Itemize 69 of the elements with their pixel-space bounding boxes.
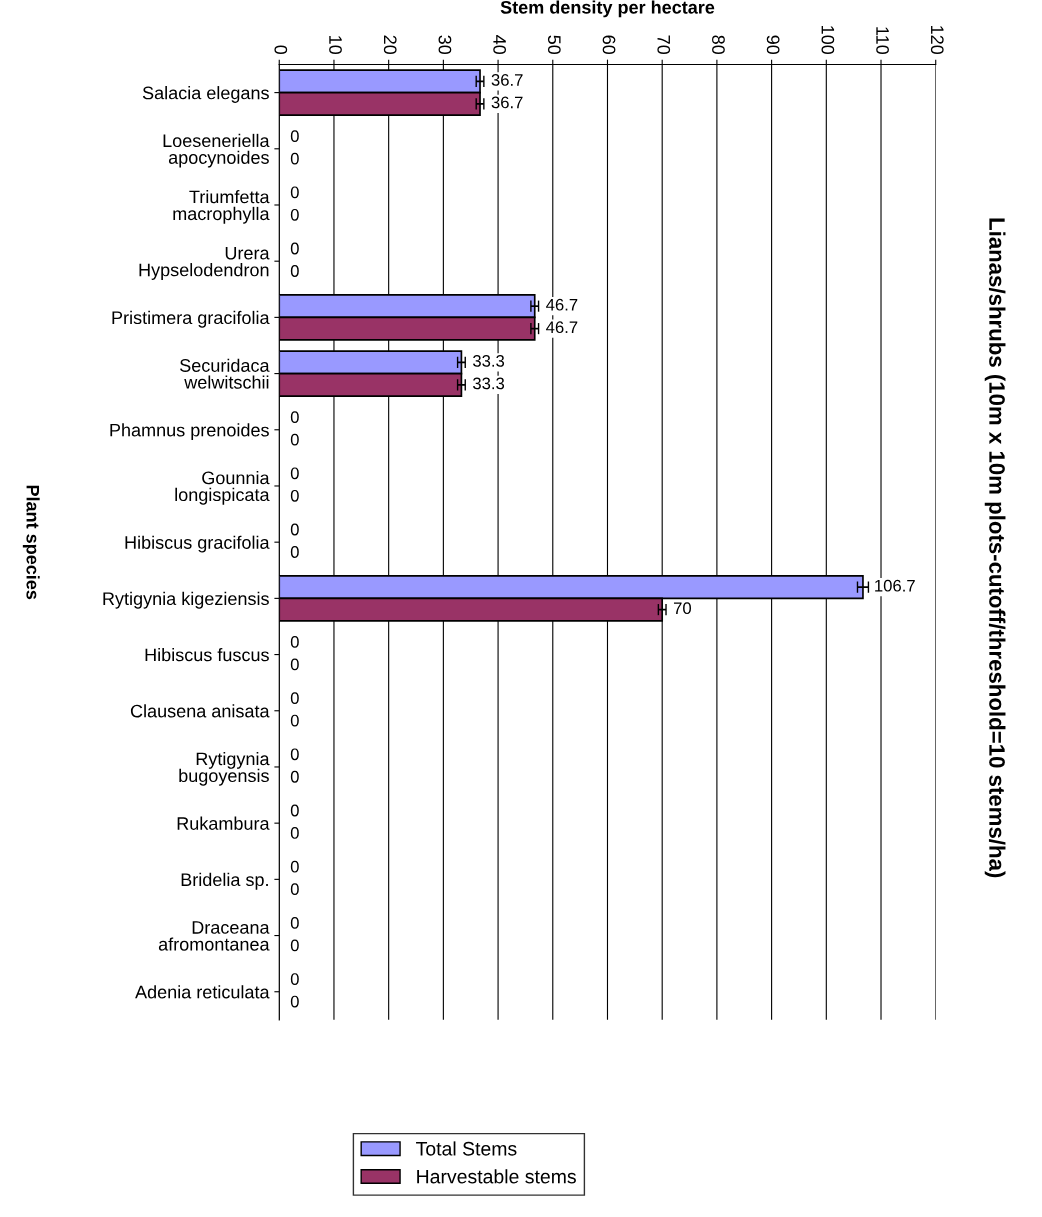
data-label: 0	[290, 692, 299, 704]
y-tick-label: Pristimera gracifolia	[112, 310, 270, 328]
y-tick-label: Triumfetta macrophylla	[173, 190, 270, 224]
data-label: 0	[290, 411, 299, 424]
data-label: 0	[290, 489, 299, 502]
data-label: 0	[290, 804, 299, 817]
y-tick-label: Hibiscus gracifolia	[125, 535, 270, 553]
data-label: 0	[290, 152, 299, 165]
data-label: 0	[290, 433, 299, 446]
data-label: 33.3	[473, 377, 505, 390]
data-label: 0	[290, 939, 299, 952]
y-tick-label: Securidaca welwitschii	[180, 358, 270, 389]
y-tick-label: Salacia elegans	[142, 86, 269, 103]
data-label: 0	[290, 186, 299, 199]
data-label: 0	[290, 658, 299, 671]
y-tick-label: Bridelia sp.	[181, 872, 268, 890]
x-tick-label: 80	[712, 35, 725, 55]
x-tick-label: 110	[876, 27, 889, 55]
y-tick-label: Hibiscus fuscus	[145, 648, 269, 662]
data-label: 0	[290, 916, 299, 929]
x-tick-label: 90	[766, 35, 780, 55]
x-axis-title: Stem density per hectare	[500, 0, 715, 18]
y-tick-label: Clausena anisata	[130, 704, 270, 718]
x-tick-label: 0	[274, 45, 288, 55]
data-label: 0	[290, 714, 299, 727]
data-label: 0	[290, 995, 299, 1008]
x-tick-label: 70	[657, 35, 671, 55]
data-label: 0	[290, 883, 299, 896]
data-label: 70	[673, 602, 692, 615]
data-label: 0	[290, 636, 299, 648]
x-tick-label: 10	[329, 36, 342, 55]
data-label: 0	[290, 242, 299, 255]
x-tick-label: 30	[438, 35, 452, 55]
data-label: 0	[290, 265, 299, 277]
x-tick-label: 120	[930, 26, 944, 55]
y-tick-label: Rytigynia bugoyensis	[179, 752, 270, 786]
data-label: 0	[290, 523, 299, 536]
y-tick-label: Loeseneriella apocynoides	[163, 133, 270, 168]
y-axis-title: Plant species	[22, 485, 40, 600]
text: Lianas/shrubs (10m x 10m plots-cutoff/threshold=10 stems/ha)	[984, 218, 1006, 878]
legend-label: Harvestable stems	[417, 1169, 576, 1184]
data-label: 36.7	[491, 96, 523, 109]
y-tick-label: Gounnia longispicata	[175, 471, 270, 505]
y-tick-label: Phamnus prenoides	[110, 423, 269, 441]
data-label: 46.7	[546, 321, 578, 334]
data-label: 36.7	[491, 74, 523, 86]
x-tick-label: 60	[602, 35, 616, 55]
x-tick-label: 50	[547, 35, 561, 55]
data-label: 0	[290, 973, 299, 985]
data-label: 0	[290, 748, 299, 761]
y-tick-label: Urera Hypselodendron	[139, 246, 270, 280]
data-label: 0	[290, 467, 299, 480]
x-tick-label: 40	[493, 35, 507, 55]
y-tick-label: Adenia reticulata	[135, 985, 270, 999]
y-tick-label: Draceana afromontanea	[158, 921, 270, 951]
data-label: 33.3	[473, 355, 505, 367]
data-label: 0	[290, 770, 299, 783]
data-label: 0	[290, 860, 299, 873]
data-label: 46.7	[546, 298, 578, 311]
y-tick-label: Rytigynia kigeziensis	[103, 591, 269, 609]
data-label: 0	[290, 827, 299, 839]
data-label: 106.7	[875, 579, 915, 592]
y-tick-label: Rukambura	[177, 816, 270, 830]
x-tick-label: 100	[821, 26, 835, 55]
data-label: 0	[290, 546, 299, 558]
x-tick-label: 20	[383, 35, 397, 55]
legend-label: Total Stems	[416, 1141, 517, 1156]
data-label: 0	[290, 208, 299, 221]
data-label: 0	[290, 130, 299, 143]
